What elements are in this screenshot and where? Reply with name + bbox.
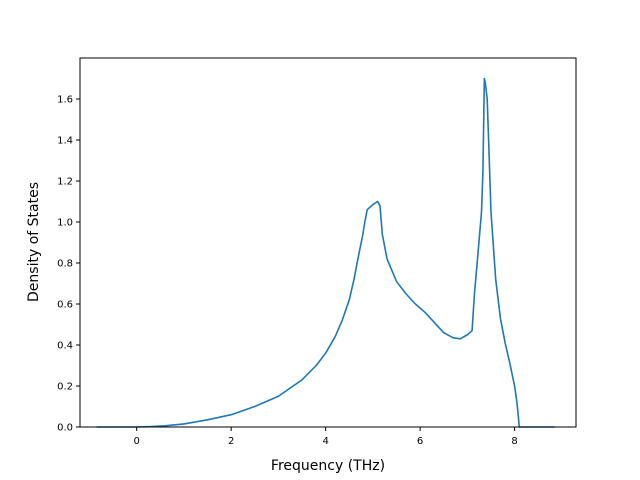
y-tick-label: 1.0	[57, 218, 73, 229]
y-axis-ticks: 0.0 0.2 0.4 0.6 0.8 1.0 1.2 1.4 1.6	[57, 95, 80, 434]
y-tick-label: 1.4	[57, 136, 73, 147]
x-tick-label: 4	[322, 436, 328, 447]
plot-frame	[79, 57, 577, 428]
y-tick-label: 0.0	[57, 423, 73, 434]
y-tick-label: 0.8	[57, 259, 73, 270]
x-tick-label: 0	[133, 436, 139, 447]
x-axis-ticks: 0 2 4 6 8	[133, 427, 518, 447]
y-axis-label: Density of States	[26, 182, 42, 302]
y-tick-label: 0.4	[57, 341, 73, 352]
dos-line	[96, 77, 555, 428]
x-tick-label: 6	[417, 436, 423, 447]
y-tick-label: 1.6	[57, 95, 73, 106]
x-tick-label: 8	[511, 436, 517, 447]
x-tick-label: 2	[228, 436, 234, 447]
y-tick-label: 0.2	[57, 382, 73, 393]
x-axis-label: Frequency (THz)	[271, 458, 385, 474]
plot-area	[80, 58, 576, 427]
y-tick-label: 0.6	[57, 300, 73, 311]
y-tick-label: 1.2	[57, 177, 73, 188]
